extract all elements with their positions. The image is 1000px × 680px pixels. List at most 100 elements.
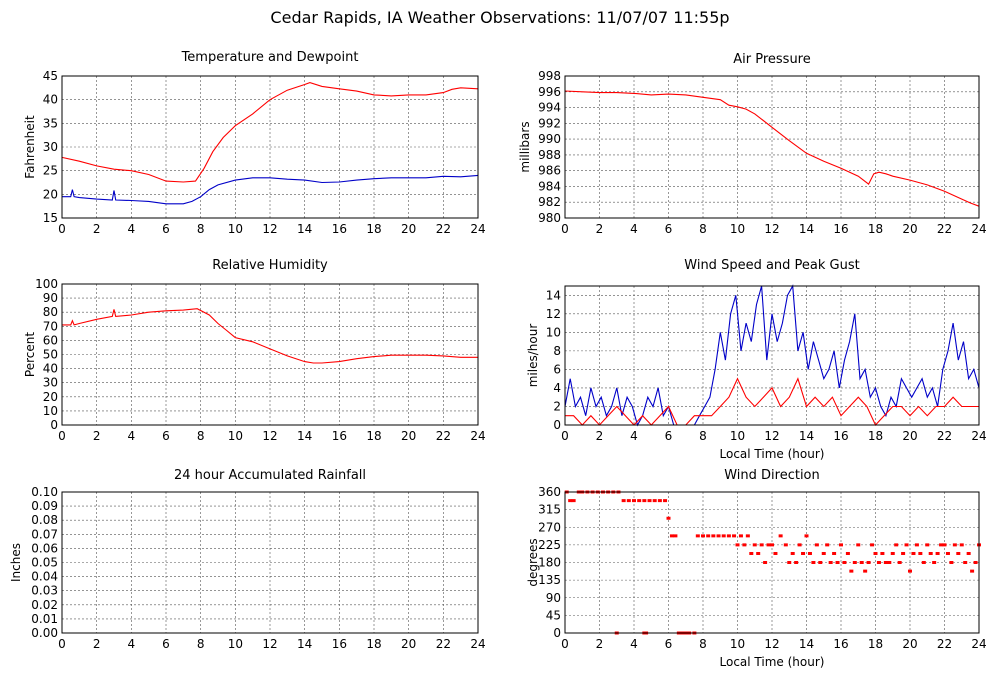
data-point xyxy=(763,561,768,564)
x-tick-label: 14 xyxy=(799,222,814,236)
wind-plot-frame xyxy=(564,285,980,426)
y-tick-label: 0.09 xyxy=(31,499,58,513)
data-point xyxy=(821,551,826,555)
x-tick-label: 8 xyxy=(197,637,205,651)
data-point xyxy=(849,569,854,573)
y-tick-label: 225 xyxy=(538,538,561,552)
y-tick-label: 30 xyxy=(43,376,58,390)
y-tick-label: 135 xyxy=(538,573,561,587)
data-point xyxy=(811,561,816,564)
wind-series-line-0 xyxy=(564,284,980,427)
humidity-series-line-0 xyxy=(62,308,478,364)
humidity-title: Relative Humidity xyxy=(212,258,328,273)
data-point xyxy=(952,543,957,547)
data-point xyxy=(814,543,819,547)
data-point xyxy=(839,543,843,547)
data-point xyxy=(897,561,902,564)
x-tick-label: 24 xyxy=(971,429,986,443)
data-point xyxy=(918,551,923,555)
x-tick-label: 14 xyxy=(297,429,312,443)
y-tick-label: 45 xyxy=(43,69,58,83)
data-point xyxy=(876,561,881,564)
data-point xyxy=(726,534,731,538)
x-tick-label: 14 xyxy=(297,637,312,651)
data-point xyxy=(669,534,674,538)
data-point xyxy=(642,499,647,503)
x-tick-label: 22 xyxy=(937,429,952,443)
data-point xyxy=(770,543,774,547)
temp-series-line-0 xyxy=(61,82,479,183)
x-tick-label: 6 xyxy=(162,222,170,236)
data-point xyxy=(716,534,721,538)
x-tick-label: 8 xyxy=(197,429,205,443)
y-tick-label: 35 xyxy=(43,116,58,130)
data-point xyxy=(942,543,947,547)
y-tick-label: 0.07 xyxy=(31,527,58,541)
x-tick-label: 24 xyxy=(971,222,986,236)
x-tick-label: 8 xyxy=(699,637,707,651)
data-point xyxy=(756,551,761,555)
data-point xyxy=(908,569,912,573)
pressure-grid xyxy=(564,75,980,219)
data-point xyxy=(797,543,802,547)
y-tick-label: 8 xyxy=(553,344,561,358)
data-point xyxy=(880,551,885,555)
y-tick-label: 0 xyxy=(553,418,561,432)
data-point xyxy=(852,561,857,564)
data-point xyxy=(766,543,771,547)
x-tick-label: 20 xyxy=(401,429,416,443)
direction-ylabel: degrees xyxy=(526,538,540,586)
data-point xyxy=(945,551,950,555)
data-point xyxy=(963,561,968,564)
y-tick-label: 20 xyxy=(43,390,58,404)
y-tick-label: 90 xyxy=(43,291,58,305)
data-point xyxy=(778,534,783,538)
temp-plot-frame xyxy=(61,75,479,219)
x-tick-label: 12 xyxy=(764,429,779,443)
x-tick-label: 6 xyxy=(162,429,170,443)
data-point xyxy=(866,561,871,564)
data-point xyxy=(845,551,850,555)
wind-ylabel: miles/hour xyxy=(526,324,540,388)
data-point xyxy=(956,551,961,555)
y-tick-label: 14 xyxy=(546,288,561,302)
x-tick-label: 6 xyxy=(162,637,170,651)
x-tick-label: 0 xyxy=(561,637,569,651)
y-tick-label: 0.08 xyxy=(31,513,58,527)
y-tick-label: 40 xyxy=(43,362,58,376)
data-point xyxy=(939,543,944,547)
data-point xyxy=(832,551,837,555)
x-tick-label: 20 xyxy=(401,637,416,651)
data-point xyxy=(863,569,868,573)
x-tick-label: 4 xyxy=(630,222,638,236)
data-point xyxy=(973,561,978,564)
y-tick-label: 988 xyxy=(538,148,561,162)
y-tick-label: 360 xyxy=(538,485,561,499)
data-point xyxy=(894,543,899,547)
x-tick-label: 2 xyxy=(93,637,101,651)
y-tick-label: 45 xyxy=(546,608,561,622)
data-point xyxy=(787,561,792,564)
y-tick-label: 984 xyxy=(538,179,561,193)
data-point xyxy=(959,543,964,547)
x-tick-label: 0 xyxy=(58,222,66,236)
x-tick-label: 12 xyxy=(764,637,779,651)
x-tick-label: 0 xyxy=(561,429,569,443)
x-tick-label: 18 xyxy=(366,637,381,651)
data-point xyxy=(706,534,711,538)
data-point xyxy=(818,561,823,564)
data-point xyxy=(738,534,743,538)
x-tick-label: 4 xyxy=(630,637,638,651)
temp-ylabel: Fahrenheit xyxy=(23,115,37,179)
wind-xlabel: Local Time (hour) xyxy=(720,447,825,461)
x-tick-label: 16 xyxy=(332,429,347,443)
data-point xyxy=(921,561,926,564)
data-point xyxy=(663,499,668,503)
data-point xyxy=(925,543,930,547)
x-tick-label: 18 xyxy=(868,429,883,443)
data-point xyxy=(966,551,971,555)
y-tick-label: 0.01 xyxy=(31,612,58,626)
y-tick-label: 10 xyxy=(43,404,58,418)
x-tick-label: 20 xyxy=(401,222,416,236)
